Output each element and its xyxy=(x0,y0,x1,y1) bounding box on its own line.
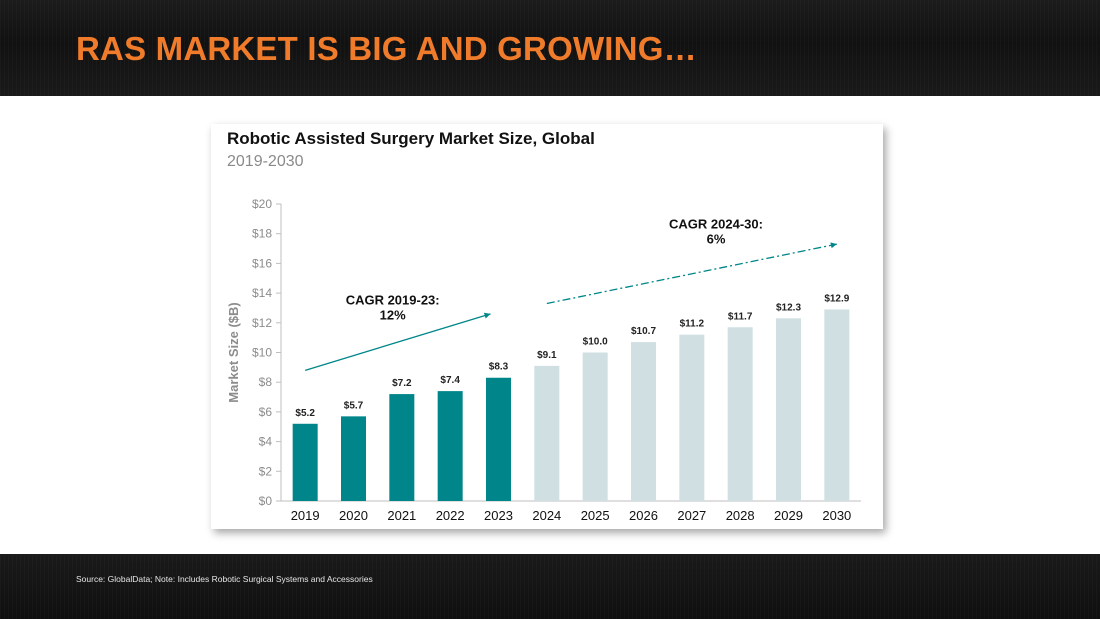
x-tick-label-2025: 2025 xyxy=(581,508,610,523)
x-tick-label-2022: 2022 xyxy=(436,508,465,523)
data-label-2022: $7.4 xyxy=(440,375,460,386)
axes: $0 $2 $4 $6 $8 $10 $12 $14 $16 $18 $20 2019 2020 2021… xyxy=(252,197,861,523)
data-label-2028: $11.7 xyxy=(728,311,753,322)
data-label-2021: $7.2 xyxy=(392,378,412,389)
chart-subtitle: 2019-2030 xyxy=(227,153,304,170)
y-tick-label: $20 xyxy=(252,197,272,211)
chart-card: Robotic Assisted Surgery Market Size, Gl… xyxy=(211,124,883,529)
x-tick-label-2026: 2026 xyxy=(629,508,658,523)
cagr-label-1-value: 12% xyxy=(380,308,406,323)
y-tick-label: $12 xyxy=(252,316,272,330)
data-label-2029: $12.3 xyxy=(776,302,801,313)
bar-2027 xyxy=(679,334,705,501)
x-tick-label-2024: 2024 xyxy=(532,508,561,523)
data-label-2019: $5.2 xyxy=(295,408,315,419)
x-tick-label-2023: 2023 xyxy=(484,508,513,523)
x-tick-label-2019: 2019 xyxy=(291,508,320,523)
bar-chart: Robotic Assisted Surgery Market Size, Gl… xyxy=(226,129,861,523)
bar-2020 xyxy=(341,416,366,501)
bar-2030 xyxy=(824,309,850,501)
annotations: CAGR 2019-23:12% CAGR 2024-30:6% xyxy=(304,217,837,371)
chart-title: Robotic Assisted Surgery Market Size, Gl… xyxy=(227,129,595,148)
bar-2023 xyxy=(486,377,511,501)
bar-2022 xyxy=(437,391,463,501)
bar-2026 xyxy=(631,342,656,501)
y-tick-label: $16 xyxy=(252,256,272,270)
y-tick-label: $4 xyxy=(259,435,273,449)
x-tick-label-2030: 2030 xyxy=(822,508,851,523)
cagr-arrow-1 xyxy=(304,312,491,371)
bar-2021 xyxy=(389,394,415,501)
x-tick-label-2028: 2028 xyxy=(726,508,755,523)
footer-band xyxy=(0,554,1100,619)
bar-2019 xyxy=(292,423,318,501)
data-label-2030: $12.9 xyxy=(824,293,849,304)
cagr-label-1-title: CAGR 2019-23: xyxy=(346,293,440,308)
bar-2025 xyxy=(582,352,608,501)
data-label-2024: $9.1 xyxy=(537,350,557,361)
y-tick-label: $0 xyxy=(259,494,273,508)
data-label-2020: $5.7 xyxy=(344,400,364,411)
y-tick-label: $10 xyxy=(252,346,272,360)
cagr-arrow-2 xyxy=(546,242,837,305)
page-title: RAS MARKET IS BIG AND GROWING… xyxy=(76,30,697,67)
data-label-2026: $10.7 xyxy=(631,326,656,337)
y-tick-label: $2 xyxy=(259,464,273,478)
data-label-2023: $8.3 xyxy=(489,362,509,373)
bar-2029 xyxy=(776,318,801,501)
bar-2024 xyxy=(534,365,560,501)
x-tick-label-2021: 2021 xyxy=(387,508,416,523)
source-note: Source: GlobalData; Note: Includes Robot… xyxy=(76,574,373,584)
y-tick-label: $14 xyxy=(252,286,272,300)
y-tick-label: $18 xyxy=(252,227,272,241)
x-tick-label-2027: 2027 xyxy=(677,508,706,523)
bar-2028 xyxy=(727,327,753,501)
x-tick-label-2029: 2029 xyxy=(774,508,803,523)
data-labels: $5.2 $5.7 $7.2 $7.4 $8.3 $9.1 $10.0 $10.7 $11.2 $… xyxy=(295,293,849,418)
cagr-label-2-value: 6% xyxy=(707,232,726,247)
x-tick-label-2020: 2020 xyxy=(339,508,368,523)
y-tick-label: $6 xyxy=(259,405,273,419)
y-tick-label: $8 xyxy=(259,375,273,389)
bars xyxy=(292,309,850,501)
data-label-2025: $10.0 xyxy=(583,337,608,348)
cagr-label-2-title: CAGR 2024-30: xyxy=(669,217,763,232)
header-band xyxy=(0,0,1100,96)
data-label-2027: $11.2 xyxy=(680,319,705,330)
y-axis-label: Market Size ($B) xyxy=(226,302,241,402)
